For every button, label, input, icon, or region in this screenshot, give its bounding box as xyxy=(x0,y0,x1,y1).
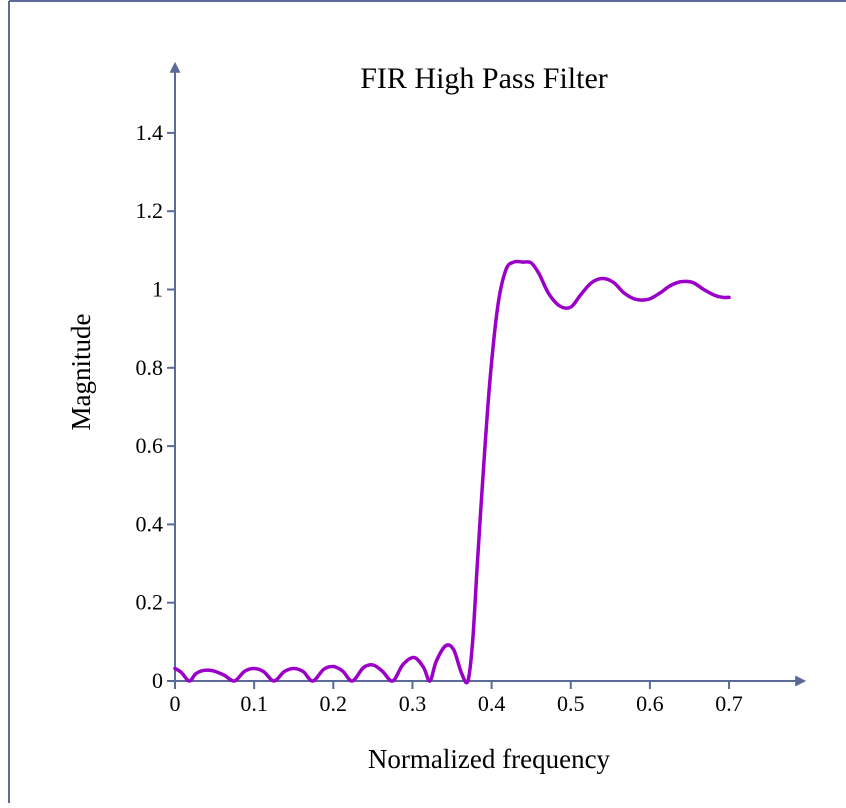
y-tick-label: 1.4 xyxy=(136,120,164,145)
x-axis-ticks: 0 0.1 0.2 0.3 0.4 0.5 0.6 0.7 xyxy=(170,681,743,716)
x-tick-label: 0.7 xyxy=(715,691,743,716)
magnitude-response-line xyxy=(173,259,731,685)
y-axis-title: Magnitude xyxy=(66,313,96,430)
x-tick-label: 0.5 xyxy=(557,691,585,716)
chart-title: FIR High Pass Filter xyxy=(360,62,608,95)
x-tick-label: 0.4 xyxy=(478,691,506,716)
x-tick-label: 0 xyxy=(170,691,181,716)
y-tick-label: 0.6 xyxy=(136,433,164,458)
x-tick-label: 0.2 xyxy=(320,691,348,716)
y-tick-label: 1 xyxy=(152,277,163,302)
x-tick-label: 0.6 xyxy=(636,691,664,716)
x-tick-label: 0.1 xyxy=(240,691,268,716)
y-tick-label: 0.8 xyxy=(136,355,164,380)
y-axis-ticks: 0 0.2 0.4 0.6 0.8 1 1.2 1.4 xyxy=(136,120,175,693)
y-tick-label: 0 xyxy=(152,668,163,693)
y-tick-label: 0.4 xyxy=(136,511,164,536)
x-axis-title: Normalized frequency xyxy=(368,744,611,774)
y-tick-label: 0.2 xyxy=(136,590,164,615)
x-tick-label: 0.3 xyxy=(399,691,427,716)
y-tick-label: 1.2 xyxy=(136,198,164,223)
